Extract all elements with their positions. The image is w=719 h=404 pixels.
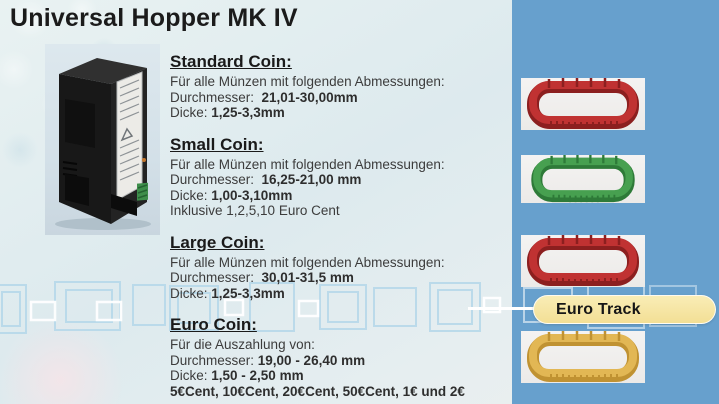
- section-heading: Standard Coin:: [170, 52, 292, 71]
- spec-label: Für die Auszahlung von:: [170, 337, 315, 352]
- section-euro-coin: Euro Coin: Für die Auszahlung von: Durch…: [170, 315, 515, 399]
- euro-track-callout-label: Euro Track: [556, 300, 641, 318]
- hopper-illustration: [55, 58, 151, 230]
- coin-track-yellow-icon: [527, 331, 639, 382]
- spec-value: 21,01-30,00mm: [261, 89, 358, 105]
- track-photo-large: [521, 235, 645, 287]
- spec-label: Dicke:: [170, 105, 212, 120]
- spec-value: 16,25-21,00 mm: [261, 172, 362, 187]
- section-heading: Euro Coin:: [170, 315, 257, 334]
- spec-line: Durchmesser: 21,01-30,00mm: [170, 90, 515, 106]
- spec-line: Dicke: 1,50 - 2,50 mm: [170, 368, 515, 384]
- spec-line: Durchmesser: 30,01-31,5 mm: [170, 270, 515, 286]
- section-large-coin: Large Coin: Für alle Münzen mit folgende…: [170, 233, 515, 302]
- spec-value: 1,25-3,3mm: [211, 285, 285, 301]
- spec-value: 1,00-3,10mm: [211, 187, 293, 203]
- spec-label: Durchmesser:: [170, 89, 262, 105]
- section-heading: Small Coin:: [170, 134, 264, 154]
- spec-column: Standard Coin: Für alle Münzen mit folge…: [170, 52, 515, 404]
- page-title: Universal Hopper MK IV: [10, 4, 298, 32]
- coin-track-red-icon: [527, 78, 639, 129]
- spec-label: Dicke:: [170, 368, 212, 383]
- spec-line: Für die Auszahlung von:: [170, 337, 515, 353]
- spec-label: Dicke:: [170, 187, 212, 203]
- euro-track-callout: Euro Track: [533, 295, 716, 324]
- spec-label: Durchmesser:: [170, 352, 258, 368]
- spec-line: Durchmesser: 16,25-21,00 mm: [170, 172, 515, 188]
- spec-label: Dicke:: [170, 285, 212, 301]
- spec-value: 1,25-3,3mm: [211, 105, 285, 120]
- spec-label: Inklusive 1,2,5,10 Euro Cent: [170, 203, 340, 218]
- spec-line: 5€Cent, 10€Cent, 20€Cent, 50€Cent, 1€ un…: [170, 384, 515, 400]
- track-photo-standard: [521, 78, 645, 130]
- spec-line: Dicke: 1,25-3,3mm: [170, 286, 515, 302]
- spec-value: 30,01-31,5 mm: [261, 270, 354, 285]
- spec-line: Inklusive 1,2,5,10 Euro Cent: [170, 203, 515, 219]
- section-heading: Large Coin:: [170, 232, 265, 252]
- spec-line: Für alle Münzen mit folgenden Abmessunge…: [170, 74, 515, 90]
- spec-label: Durchmesser:: [170, 172, 262, 187]
- spec-value: 1,50 - 2,50 mm: [211, 368, 304, 383]
- spec-value: 5€Cent, 10€Cent, 20€Cent, 50€Cent, 1€ un…: [170, 383, 465, 399]
- spec-value: 19,00 - 26,40 mm: [257, 352, 366, 368]
- spec-line: Durchmesser: 19,00 - 26,40 mm: [170, 353, 515, 369]
- spec-line: Dicke: 1,25-3,3mm: [170, 105, 515, 121]
- spec-line: Dicke: 1,00-3,10mm: [170, 188, 515, 204]
- coin-track-green-icon: [531, 155, 635, 203]
- track-photo-small: [521, 155, 645, 203]
- coin-track-red-icon: [527, 235, 639, 286]
- spec-label: Für alle Münzen mit folgenden Abmessunge…: [170, 74, 445, 89]
- product-photo: [45, 44, 160, 235]
- callout-connector-line: [468, 307, 540, 310]
- track-photo-euro: [521, 331, 645, 383]
- spec-label: Für alle Münzen mit folgenden Abmessunge…: [170, 254, 445, 270]
- spec-label: Für alle Münzen mit folgenden Abmessunge…: [170, 156, 445, 172]
- spec-label: Durchmesser:: [170, 270, 262, 285]
- spec-line: Für alle Münzen mit folgenden Abmessunge…: [170, 255, 515, 271]
- spec-line: Für alle Münzen mit folgenden Abmessunge…: [170, 157, 515, 173]
- section-standard-coin: Standard Coin: Für alle Münzen mit folge…: [170, 52, 515, 121]
- section-small-coin: Small Coin: Für alle Münzen mit folgende…: [170, 135, 515, 219]
